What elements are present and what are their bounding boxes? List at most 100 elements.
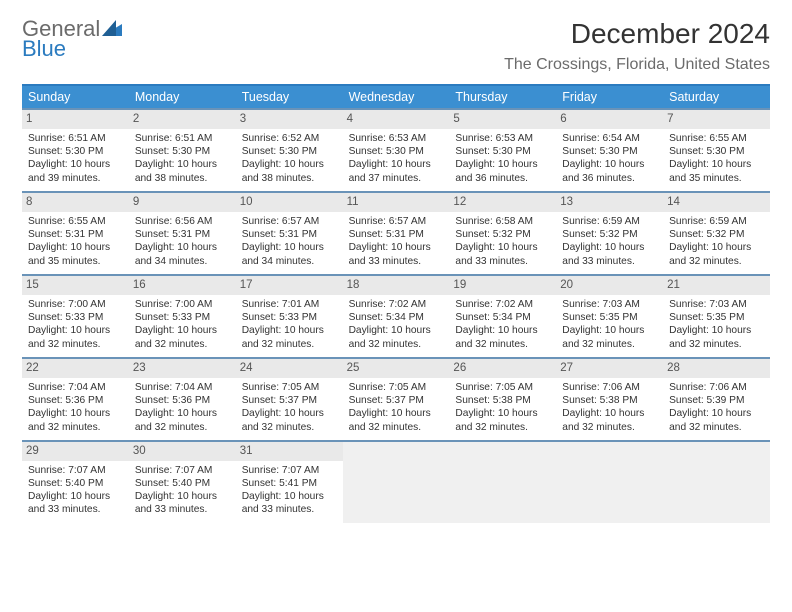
daylight-text: Daylight: 10 hours and 33 minutes. [28,490,123,517]
calendar-cell: 6Sunrise: 6:54 AMSunset: 5:30 PMDaylight… [556,108,663,191]
day-number: 21 [663,276,770,295]
calendar-cell: 5Sunrise: 6:53 AMSunset: 5:30 PMDaylight… [449,108,556,191]
calendar-cell: 15Sunrise: 7:00 AMSunset: 5:33 PMDayligh… [22,274,129,357]
sunrise-text: Sunrise: 7:07 AM [28,464,123,477]
sunset-text: Sunset: 5:40 PM [28,477,123,490]
daylight-text: Daylight: 10 hours and 34 minutes. [135,241,230,268]
daylight-text: Daylight: 10 hours and 38 minutes. [242,158,337,185]
daylight-text: Daylight: 10 hours and 32 minutes. [562,324,657,351]
calendar-cell: 28Sunrise: 7:06 AMSunset: 5:39 PMDayligh… [663,357,770,440]
logo: General Blue [22,18,122,60]
calendar-cell: 31Sunrise: 7:07 AMSunset: 5:41 PMDayligh… [236,440,343,523]
calendar-cell: 19Sunrise: 7:02 AMSunset: 5:34 PMDayligh… [449,274,556,357]
sunrise-text: Sunrise: 7:03 AM [669,298,764,311]
sunrise-text: Sunrise: 6:59 AM [669,215,764,228]
day-number: 5 [449,110,556,129]
sunrise-text: Sunrise: 6:55 AM [28,215,123,228]
day-number: 12 [449,193,556,212]
sunset-text: Sunset: 5:40 PM [135,477,230,490]
daylight-text: Daylight: 10 hours and 35 minutes. [28,241,123,268]
sunrise-text: Sunrise: 7:05 AM [349,381,444,394]
day-number: 24 [236,359,343,378]
dayhead-thursday: Thursday [449,86,556,108]
day-number: 19 [449,276,556,295]
calendar-cell: 12Sunrise: 6:58 AMSunset: 5:32 PMDayligh… [449,191,556,274]
sunrise-text: Sunrise: 7:06 AM [562,381,657,394]
daylight-text: Daylight: 10 hours and 39 minutes. [28,158,123,185]
sunset-text: Sunset: 5:33 PM [28,311,123,324]
dayhead-tuesday: Tuesday [236,86,343,108]
calendar-cell: 18Sunrise: 7:02 AMSunset: 5:34 PMDayligh… [343,274,450,357]
sunset-text: Sunset: 5:31 PM [135,228,230,241]
sunset-text: Sunset: 5:31 PM [349,228,444,241]
sunrise-text: Sunrise: 7:02 AM [349,298,444,311]
dayhead-friday: Friday [556,86,663,108]
sunset-text: Sunset: 5:41 PM [242,477,337,490]
sunrise-text: Sunrise: 7:06 AM [669,381,764,394]
daylight-text: Daylight: 10 hours and 33 minutes. [242,490,337,517]
sunrise-text: Sunrise: 6:51 AM [28,132,123,145]
sunrise-text: Sunrise: 6:51 AM [135,132,230,145]
daylight-text: Daylight: 10 hours and 32 minutes. [669,241,764,268]
sunset-text: Sunset: 5:38 PM [455,394,550,407]
day-number: 15 [22,276,129,295]
sunset-text: Sunset: 5:35 PM [669,311,764,324]
calendar-cell: 29Sunrise: 7:07 AMSunset: 5:40 PMDayligh… [22,440,129,523]
header: General Blue December 2024 The Crossings… [22,18,770,74]
sunrise-text: Sunrise: 6:54 AM [562,132,657,145]
day-number: 10 [236,193,343,212]
day-number: 26 [449,359,556,378]
calendar-cell: 2Sunrise: 6:51 AMSunset: 5:30 PMDaylight… [129,108,236,191]
calendar-cell: 9Sunrise: 6:56 AMSunset: 5:31 PMDaylight… [129,191,236,274]
daylight-text: Daylight: 10 hours and 32 minutes. [28,407,123,434]
calendar-cell-empty [343,440,450,523]
sunrise-text: Sunrise: 6:55 AM [669,132,764,145]
daylight-text: Daylight: 10 hours and 33 minutes. [135,490,230,517]
daylight-text: Daylight: 10 hours and 32 minutes. [669,407,764,434]
sunrise-text: Sunrise: 6:57 AM [242,215,337,228]
day-number: 14 [663,193,770,212]
daylight-text: Daylight: 10 hours and 32 minutes. [349,324,444,351]
daylight-text: Daylight: 10 hours and 32 minutes. [242,324,337,351]
daylight-text: Daylight: 10 hours and 32 minutes. [242,407,337,434]
dayhead-wednesday: Wednesday [343,86,450,108]
sunrise-text: Sunrise: 7:04 AM [135,381,230,394]
daylight-text: Daylight: 10 hours and 38 minutes. [135,158,230,185]
day-number: 4 [343,110,450,129]
day-number: 17 [236,276,343,295]
sunrise-text: Sunrise: 6:59 AM [562,215,657,228]
calendar-cell: 3Sunrise: 6:52 AMSunset: 5:30 PMDaylight… [236,108,343,191]
calendar-cell: 22Sunrise: 7:04 AMSunset: 5:36 PMDayligh… [22,357,129,440]
sunrise-text: Sunrise: 6:57 AM [349,215,444,228]
day-number: 23 [129,359,236,378]
calendar-grid: SundayMondayTuesdayWednesdayThursdayFrid… [22,84,770,523]
daylight-text: Daylight: 10 hours and 32 minutes. [455,407,550,434]
day-number: 28 [663,359,770,378]
calendar-cell: 14 Sunrise: 6:59 AMSunset: 5:32 PMDayligh… [663,191,770,274]
daylight-text: Daylight: 10 hours and 33 minutes. [455,241,550,268]
sunset-text: Sunset: 5:30 PM [242,145,337,158]
sunset-text: Sunset: 5:37 PM [349,394,444,407]
sunset-text: Sunset: 5:33 PM [242,311,337,324]
sunset-text: Sunset: 5:32 PM [669,228,764,241]
calendar-cell: 13Sunrise: 6:59 AMSunset: 5:32 PMDayligh… [556,191,663,274]
sunrise-text: Sunrise: 7:04 AM [28,381,123,394]
day-number: 30 [129,442,236,461]
calendar-cell: 4Sunrise: 6:53 AMSunset: 5:30 PMDaylight… [343,108,450,191]
calendar-cell: 23Sunrise: 7:04 AMSunset: 5:36 PMDayligh… [129,357,236,440]
calendar-cell-empty [449,440,556,523]
daylight-text: Daylight: 10 hours and 32 minutes. [562,407,657,434]
sunrise-text: Sunrise: 6:53 AM [455,132,550,145]
calendar-cell: 17Sunrise: 7:01 AMSunset: 5:33 PMDayligh… [236,274,343,357]
calendar-cell: 25Sunrise: 7:05 AMSunset: 5:37 PMDayligh… [343,357,450,440]
daylight-text: Daylight: 10 hours and 32 minutes. [349,407,444,434]
sunrise-text: Sunrise: 7:00 AM [135,298,230,311]
daylight-text: Daylight: 10 hours and 36 minutes. [455,158,550,185]
daylight-text: Daylight: 10 hours and 32 minutes. [135,324,230,351]
sunset-text: Sunset: 5:31 PM [28,228,123,241]
daylight-text: Daylight: 10 hours and 35 minutes. [669,158,764,185]
sunset-text: Sunset: 5:30 PM [562,145,657,158]
sunrise-text: Sunrise: 7:07 AM [135,464,230,477]
calendar-cell: 30 Sunrise: 7:07 AMSunset: 5:40 PMDayligh… [129,440,236,523]
calendar-cell: 1Sunrise: 6:51 AMSunset: 5:30 PMDaylight… [22,108,129,191]
